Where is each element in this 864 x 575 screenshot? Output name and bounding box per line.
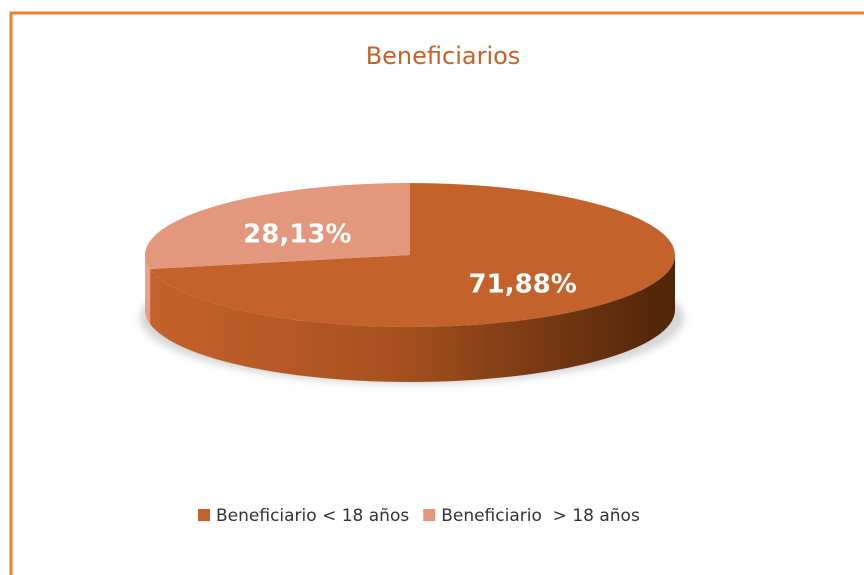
- slice-side: [150, 255, 676, 382]
- legend-swatch: [198, 509, 210, 521]
- data-label: 71,88%: [469, 270, 577, 300]
- legend-label: Beneficiario > 18 años: [441, 506, 640, 526]
- chart-title: Beneficiarios: [366, 42, 521, 70]
- slice-side: [145, 255, 151, 325]
- legend-swatch: [423, 509, 436, 521]
- data-label: 28,13%: [243, 219, 351, 249]
- slice: [145, 183, 410, 270]
- legend-label: Beneficiario < 18 años: [216, 506, 409, 526]
- slice: [150, 183, 675, 327]
